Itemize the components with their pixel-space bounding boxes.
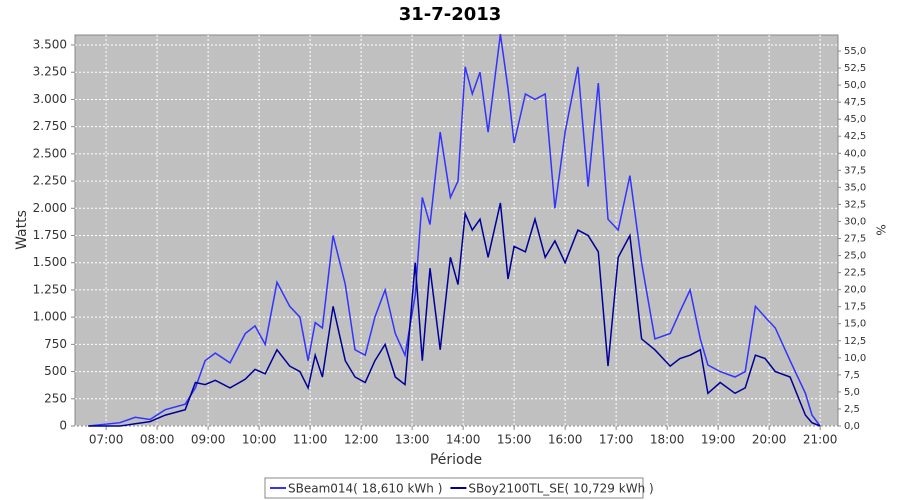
x-axis-label: Période: [430, 452, 482, 468]
y2-tick-label: 5,0: [844, 387, 860, 398]
y-tick-label: 2.000: [33, 201, 67, 215]
x-tick-label: 14:00: [446, 433, 481, 447]
x-tick-label: 13:00: [395, 433, 430, 447]
x-tick-label: 21:00: [803, 433, 838, 447]
x-tick-label: 18:00: [650, 433, 685, 447]
chart-title: 31-7-2013: [399, 4, 502, 25]
y-tick-label: 750: [44, 337, 67, 351]
x-tick-label: 20:00: [752, 433, 787, 447]
y-axis-label: Watts: [14, 210, 30, 250]
y2-tick-label: 25,0: [844, 251, 866, 262]
y-tick-label: 0: [59, 419, 67, 433]
y2-axis-label: %: [874, 224, 888, 235]
y-tick-label: 500: [44, 364, 67, 378]
plot-area: [74, 34, 839, 427]
x-tick-label: 12:00: [344, 433, 379, 447]
x-tick-label: 17:00: [599, 433, 634, 447]
series-line: [88, 202, 821, 427]
y-tick-label: 1.500: [33, 255, 67, 269]
x-tick-label: 08:00: [140, 433, 175, 447]
y2-tick-label: 27,5: [844, 234, 866, 245]
y-tick-label: 2.500: [33, 146, 67, 160]
y2-tick-label: 15,0: [844, 319, 866, 330]
y2-tick-label: 40,0: [844, 148, 866, 159]
y2-tick-label: 10,0: [844, 353, 866, 364]
y2-tick-label: 2,5: [844, 404, 860, 415]
y2-tick-label: 55,0: [844, 46, 866, 57]
y2-tick-label: 32,5: [844, 199, 866, 210]
y2-tick-label: 7,5: [844, 370, 860, 381]
y-tick-label: 3.500: [33, 38, 67, 52]
legend-label: SBoy2100TL_SE( 10,729 kWh ): [468, 482, 653, 496]
y-tick-label: 3.000: [33, 92, 67, 106]
y2-tick-label: 37,5: [844, 165, 866, 176]
y2-tick-label: 45,0: [844, 114, 866, 125]
y2-tick-label: 22,5: [844, 268, 866, 279]
x-tick-label: 07:00: [89, 433, 124, 447]
y-tick-label: 2.250: [33, 174, 67, 188]
x-tick-label: 11:00: [293, 433, 328, 447]
y2-tick-label: 35,0: [844, 182, 866, 193]
y-tick-label: 1.000: [33, 310, 67, 324]
y-tick-label: 1.750: [33, 228, 67, 242]
y2-tick-label: 30,0: [844, 216, 866, 227]
x-tick-label: 09:00: [191, 433, 226, 447]
y-tick-label: 2.750: [33, 119, 67, 133]
x-tick-label: 10:00: [242, 433, 277, 447]
y2-tick-label: 52,5: [844, 63, 866, 74]
x-tick-label: 15:00: [497, 433, 532, 447]
y2-tick-label: 12,5: [844, 336, 866, 347]
y2-tick-label: 17,5: [844, 302, 866, 313]
legend-label: SBeam014( 18,610 kWh ): [288, 482, 442, 496]
x-tick-label: 19:00: [701, 433, 736, 447]
y2-tick-label: 20,0: [844, 285, 866, 296]
y2-tick-label: 42,5: [844, 131, 866, 142]
y-tick-label: 1.250: [33, 282, 67, 296]
y-tick-label: 250: [44, 391, 67, 405]
y2-tick-label: 47,5: [844, 97, 866, 108]
y-tick-label: 3.250: [33, 65, 67, 79]
y2-tick-label: 50,0: [844, 80, 866, 91]
x-tick-label: 16:00: [548, 433, 583, 447]
series-line: [88, 33, 821, 427]
y2-tick-label: 0,0: [844, 421, 860, 432]
